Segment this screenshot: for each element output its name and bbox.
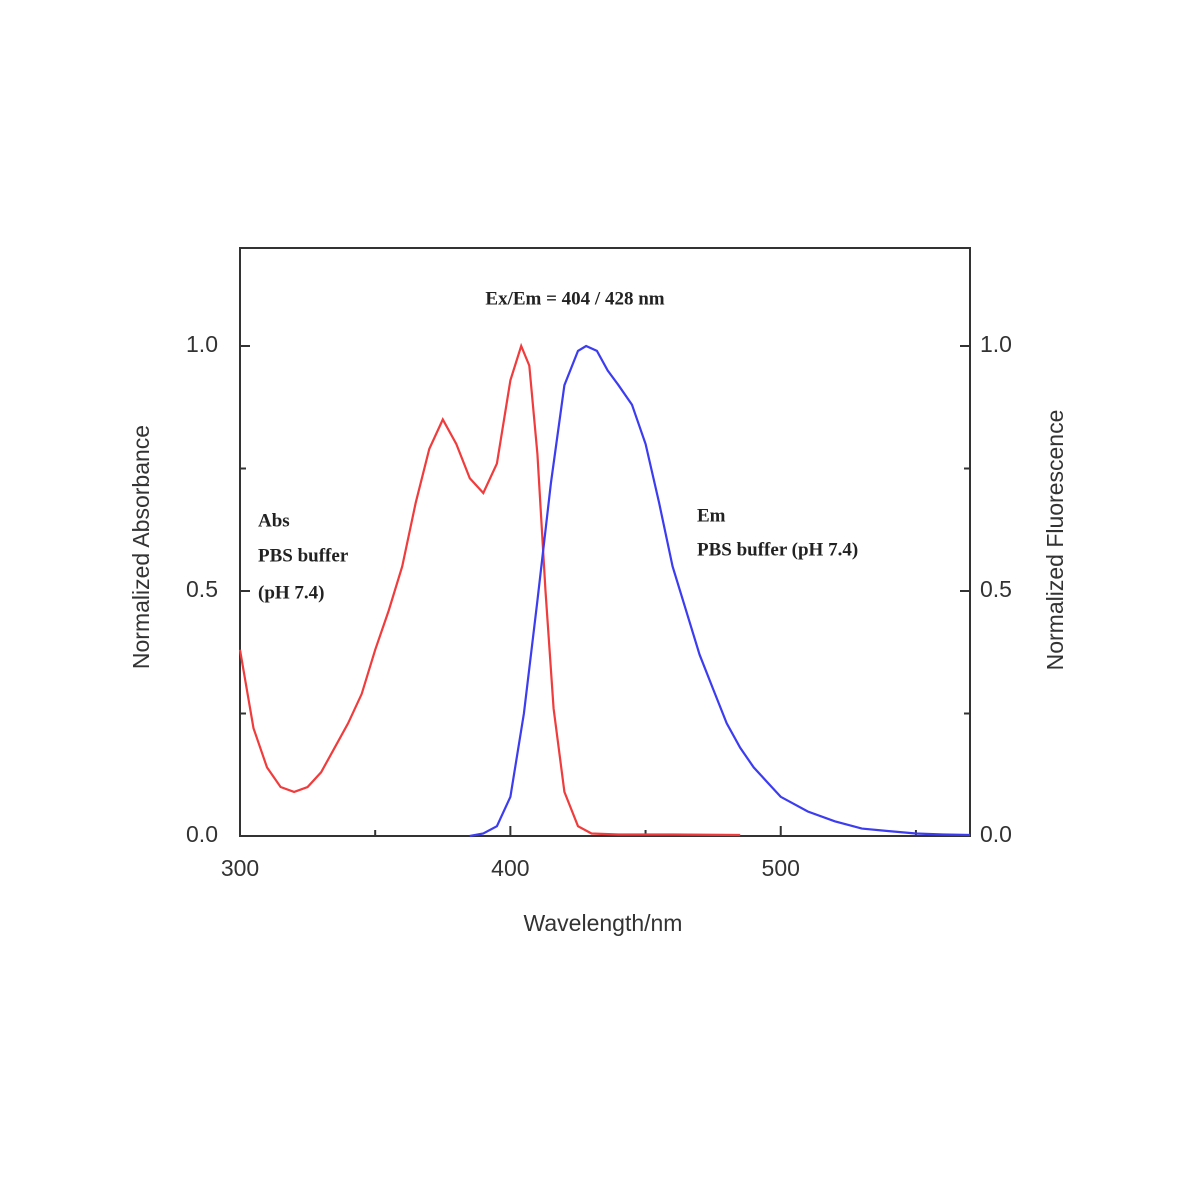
series-line xyxy=(238,342,741,837)
y-tick-label: 0.0 xyxy=(186,821,218,847)
x-axis-label: Wavelength/nm xyxy=(524,910,683,936)
y-tick-label: 0.5 xyxy=(186,576,218,602)
annotation: Abs xyxy=(258,510,290,531)
y2-tick-label: 0.5 xyxy=(980,576,1012,602)
y-tick-label: 1.0 xyxy=(186,331,218,357)
annotation: (pH 7.4) xyxy=(258,582,325,603)
y2-tick-label: 1.0 xyxy=(980,331,1012,357)
y2-tick-label: 0.0 xyxy=(980,821,1012,847)
annotation: PBS buffer xyxy=(258,545,349,566)
plot-frame xyxy=(239,247,971,837)
annotation: PBS buffer (pH 7.4) xyxy=(697,539,858,560)
annotation: Ex/Em = 404 / 428 nm xyxy=(485,288,664,309)
series-line xyxy=(469,344,971,838)
x-tick-label: 400 xyxy=(491,855,529,881)
annotation: Em xyxy=(697,505,726,526)
x-tick-label: 300 xyxy=(221,855,259,881)
y2-axis-label: Normalized Fluorescence xyxy=(1042,410,1068,671)
y-axis-label: Normalized Absorbance xyxy=(128,425,154,669)
x-tick-label: 500 xyxy=(762,855,800,881)
